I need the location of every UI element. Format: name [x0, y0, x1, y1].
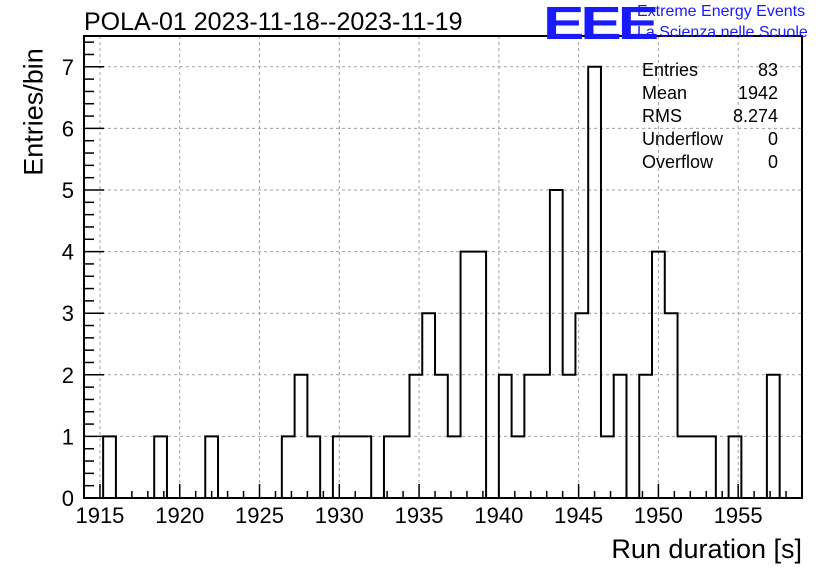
histogram-bin [448, 436, 461, 498]
histogram-bin [512, 436, 525, 498]
stat-value: 1942 [737, 83, 778, 103]
x-tick-label: 1945 [554, 503, 603, 528]
logo-line-2: La Scienza nelle Scuole [637, 24, 808, 41]
stat-value: 0 [767, 152, 778, 172]
x-tick-label: 1940 [474, 503, 523, 528]
x-tick-label: 1935 [395, 503, 444, 528]
y-tick-label: 3 [62, 301, 74, 326]
histogram-bin [295, 375, 308, 498]
histogram-bin [154, 436, 167, 498]
histogram-bin [384, 436, 397, 498]
x-tick-label: 1955 [714, 503, 763, 528]
histogram-bin [205, 436, 218, 498]
histogram-bin [563, 375, 576, 498]
histogram-bin [461, 252, 474, 498]
x-tick-label: 1930 [315, 503, 364, 528]
stat-label: Overflow [642, 152, 714, 172]
histogram-outline [102, 65, 781, 498]
logo-line-1: Extreme Energy Events [637, 3, 806, 20]
histogram-bin [639, 375, 652, 498]
y-axis-label: Entries/bin [18, 48, 49, 176]
eee-logo: EEE [543, 0, 659, 49]
histogram-bin [524, 375, 537, 498]
histogram-bin [703, 436, 716, 498]
histogram-bin [767, 375, 780, 498]
stat-value: 83 [757, 60, 778, 80]
histogram-bin [678, 436, 691, 498]
histogram-bin [358, 436, 371, 498]
stat-label: RMS [642, 106, 682, 126]
y-tick-label: 4 [62, 240, 74, 265]
y-tick-label: 7 [62, 55, 74, 80]
stat-label: Underflow [642, 129, 724, 149]
histogram-bin [435, 375, 448, 498]
chart-title: POLA-01 2023-11-18--2023-11-19 [84, 8, 463, 36]
histogram-bin [614, 375, 627, 498]
histogram-bin [473, 252, 486, 498]
histogram-bin [550, 190, 563, 498]
stat-value: 8.274 [732, 106, 778, 126]
histogram-bin [575, 313, 588, 498]
x-tick-label: 1925 [235, 503, 284, 528]
x-tick-label: 1950 [634, 503, 683, 528]
y-tick-label: 5 [62, 178, 74, 203]
histogram-bin [103, 436, 116, 498]
histogram-bin [499, 375, 512, 498]
y-tick-label: 1 [62, 424, 74, 449]
stat-row-entries: Entries 83 [642, 59, 778, 82]
histogram-bin [537, 375, 550, 498]
histogram-bin [282, 436, 295, 498]
histogram-bin [409, 375, 422, 498]
histogram-bin [397, 436, 410, 498]
x-tick-label: 1915 [75, 503, 124, 528]
stats-box: Entries 83 Mean 1942 RMS 8.274 Underflow… [642, 59, 778, 174]
stat-label: Mean [642, 83, 688, 103]
stat-value: 0 [767, 129, 778, 149]
histogram-bin [422, 313, 435, 498]
histogram-bin [690, 436, 703, 498]
stat-row-overflow: Overflow 0 [642, 151, 778, 174]
histogram-bin [665, 313, 678, 498]
stat-label: Entries [642, 60, 699, 80]
histogram-bin [307, 436, 320, 498]
histogram-bin [652, 252, 665, 498]
y-tick-label: 2 [62, 363, 74, 388]
histogram-bin [601, 436, 614, 498]
y-tick-label: 6 [62, 116, 74, 141]
x-tick-label: 1920 [155, 503, 204, 528]
plot-frame [83, 35, 803, 499]
stat-row-rms: RMS 8.274 [642, 105, 778, 128]
stat-row-underflow: Underflow 0 [642, 128, 778, 151]
histogram-bin [346, 436, 359, 498]
histogram-bin [588, 67, 601, 498]
stat-row-mean: Mean 1942 [642, 82, 778, 105]
x-axis-label: Run duration [s] [611, 534, 802, 564]
histogram-bin [729, 436, 742, 498]
y-tick-label: 0 [62, 486, 74, 511]
